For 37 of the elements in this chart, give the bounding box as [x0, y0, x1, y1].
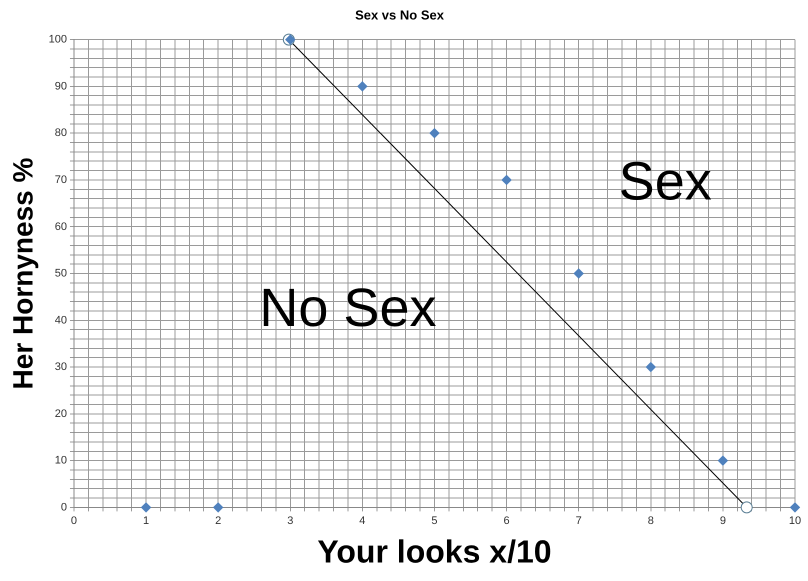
x-tick-label: 3: [287, 515, 294, 528]
point: [790, 502, 800, 512]
x-tick-label: 6: [504, 515, 510, 528]
point: [357, 81, 368, 92]
point: [646, 362, 656, 372]
y-tick-label: 20: [54, 408, 67, 420]
x-tick-label: 1: [142, 515, 150, 528]
x-tick-label: 5: [431, 515, 438, 528]
y-tick-label: 70: [54, 174, 67, 186]
x-tick-label: 8: [648, 515, 654, 528]
chart-title: Sex vs No Sex: [355, 7, 445, 22]
point: [429, 128, 440, 138]
point: [574, 268, 584, 278]
x-tick-label: 9: [720, 515, 726, 528]
y-axis-title: Her Hornyness %: [8, 157, 39, 390]
y-tick-label: 80: [54, 127, 67, 140]
y-tick-label: 10: [54, 454, 67, 467]
y-tick-label: 40: [54, 314, 67, 326]
y-tick-label: 0: [60, 501, 67, 514]
x-axis-title: Your looks x/10: [317, 534, 552, 570]
x-tick-label: 4: [359, 515, 366, 528]
x-tick-label: 7: [576, 515, 582, 528]
y-tick-label: 100: [48, 34, 67, 46]
annotation: No Sex: [259, 278, 436, 338]
point: [141, 502, 152, 512]
point: [285, 34, 296, 45]
y-tick-label: 50: [54, 268, 67, 280]
y-tick-label: 60: [54, 220, 67, 233]
x-tick-label: 0: [70, 515, 78, 528]
x-tick-label: 10: [788, 515, 802, 528]
annotation: Sex: [618, 152, 712, 212]
point: [718, 456, 728, 466]
point: [502, 174, 512, 185]
point: [213, 502, 224, 512]
y-tick-label: 30: [54, 361, 67, 374]
x-tick-label: 2: [215, 515, 222, 528]
y-tick-label: 90: [54, 80, 67, 92]
